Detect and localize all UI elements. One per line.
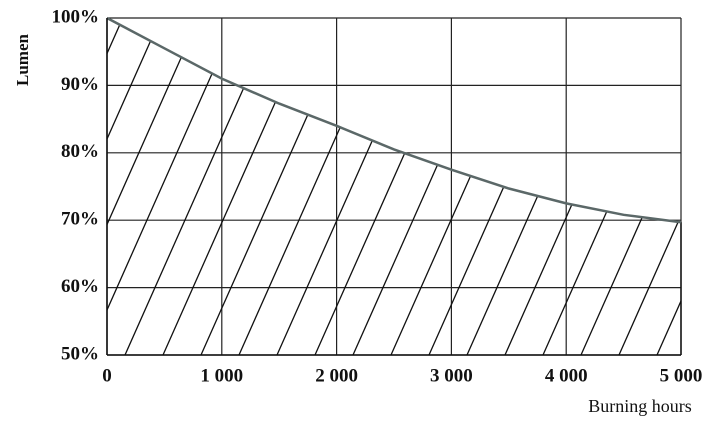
x-tick-label: 3 000 [430,365,473,386]
y-tick-label: 80% [61,141,99,162]
hatch-line [580,18,681,355]
hatch-line [107,18,210,355]
hatch-line [618,18,681,355]
x-tick-label: 5 000 [660,365,703,386]
hatch-line [390,18,552,355]
x-tick-label: 2 000 [315,365,358,386]
x-tick-label: 1 000 [200,365,243,386]
hatch-line [162,18,324,355]
y-tick-label: 100% [52,6,100,27]
hatch-line [428,18,590,355]
hatch-line [695,0,724,355]
hatch-line [352,18,514,355]
line [106,16,682,224]
x-axis-label: Burning hours [588,396,692,416]
hatch-line [542,18,681,355]
hatch-line [238,18,400,355]
hatch-line [107,18,172,355]
hatch-line [107,18,248,355]
y-tick-label: 60% [61,276,99,297]
y-tick-label: 50% [61,343,99,364]
y-axis-label: Lumen [13,33,32,86]
x-tick-label: 0 [102,365,112,386]
hatch [107,0,724,355]
hatch-line [276,18,438,355]
hatch-line [466,18,628,355]
hatch-line [656,18,681,355]
x-tick-label: 4 000 [545,365,588,386]
y-tick-label: 70% [61,209,99,230]
hatch-line [124,18,286,355]
y-tick-label: 90% [61,74,99,95]
hatch-line [504,18,666,355]
